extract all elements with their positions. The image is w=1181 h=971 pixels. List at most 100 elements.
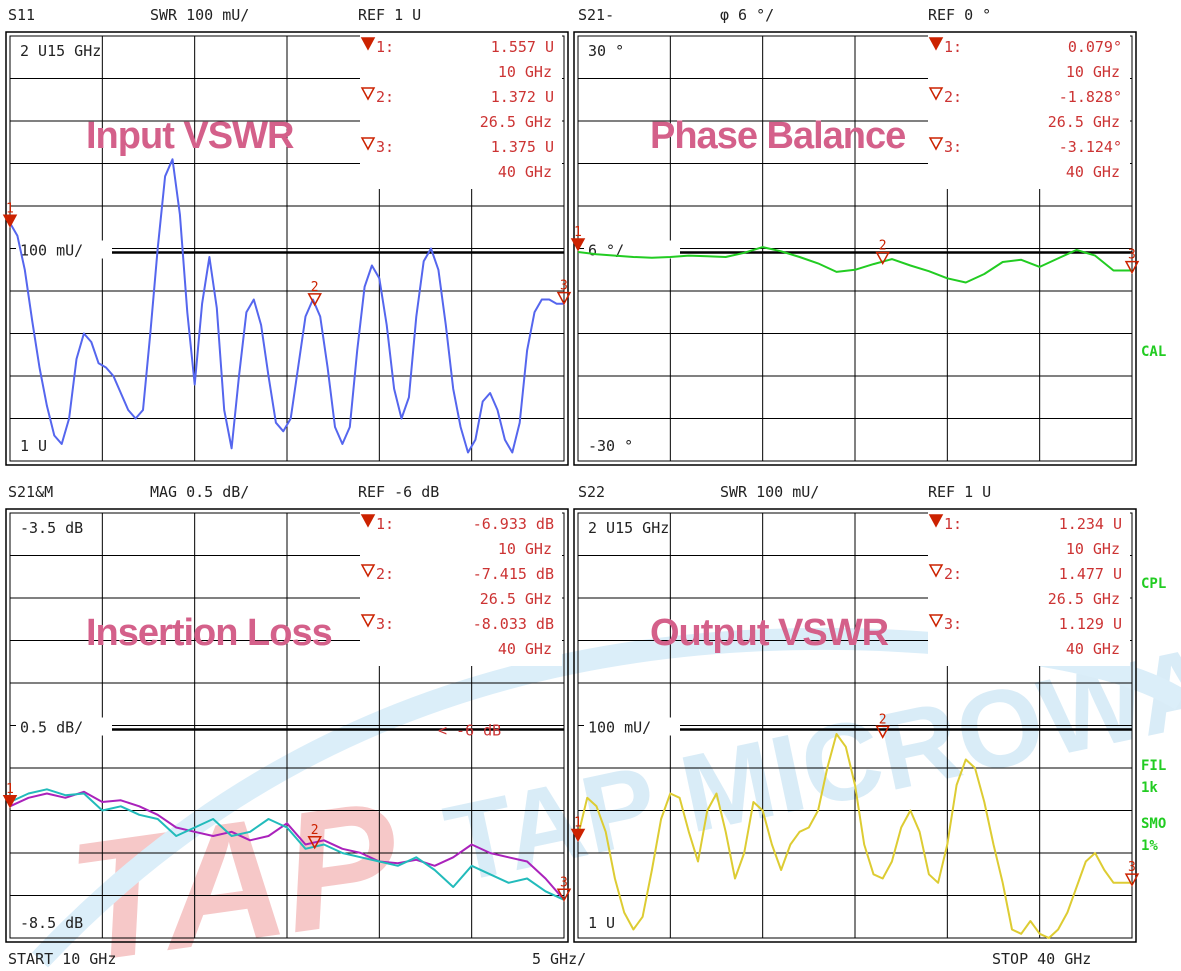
top-scale-label: 2 U15 GHz bbox=[20, 42, 101, 60]
trace-marker-number-3: 3 bbox=[1128, 248, 1136, 263]
trace-marker-2 bbox=[307, 293, 322, 307]
marker-readout-label-1: 1: bbox=[376, 515, 394, 533]
chart-title: Input VSWR bbox=[86, 115, 294, 157]
top-scale-label: -3.5 dB bbox=[20, 519, 83, 537]
marker-readout-frequency-2: 26.5 GHz bbox=[480, 113, 552, 131]
marker-readout-value-2: -1.828° bbox=[1059, 88, 1122, 106]
marker-readout-value-2: -7.415 dB bbox=[473, 565, 554, 583]
trace-marker-number-1: 1 bbox=[574, 816, 582, 831]
marker-readout-value-1: 1.557 U bbox=[491, 38, 554, 56]
marker-readout-icon-3 bbox=[360, 137, 376, 151]
ref-label-bg bbox=[16, 717, 112, 736]
panel-frame bbox=[5, 508, 569, 943]
marker-readout-frequency-3: 40 GHz bbox=[1066, 163, 1120, 181]
panel-header-ref: REF 0 ° bbox=[928, 6, 991, 24]
panel-header-format: SWR 100 mU/ bbox=[150, 6, 249, 24]
panel-3: S21&M MAG 0.5 dB/REF -6 dB -3.5 dB -8.5 dB 0… bbox=[2, 483, 572, 943]
readout-background bbox=[360, 34, 562, 189]
marker-readout-icon-1 bbox=[928, 37, 944, 51]
trace-marker-number-2: 2 bbox=[879, 712, 887, 727]
panel-header-format: MAG 0.5 dB/ bbox=[150, 483, 249, 501]
marker-readout-value-1: -6.933 dB bbox=[473, 515, 554, 533]
top-scale-label: 30 ° bbox=[588, 42, 624, 60]
marker-readout-value-3: -8.033 dB bbox=[473, 615, 554, 633]
panel-header-param: S22 bbox=[578, 483, 605, 501]
trace-marker-number-1: 1 bbox=[6, 201, 14, 216]
panel-header-param: S21&M bbox=[8, 483, 53, 501]
trace-marker-2 bbox=[307, 836, 322, 850]
bottom-scale-label: -8.5 dB bbox=[20, 914, 83, 932]
panel-header-ref: REF -6 dB bbox=[358, 483, 439, 501]
stop-frequency-label: STOP 40 GHz bbox=[992, 950, 1091, 968]
panel-header-param: S21- bbox=[578, 6, 614, 24]
marker-readout-icon-2 bbox=[928, 87, 944, 101]
panel-1: S11 SWR 100 mU/REF 1 U 2 U15 GHz 1 U 100 mU/… bbox=[2, 6, 572, 466]
trace-marker-1 bbox=[2, 795, 18, 809]
trace-marker-number-1: 1 bbox=[574, 225, 582, 240]
panel-header-ref: REF 1 U bbox=[358, 6, 421, 24]
side-label-cpl: CPL bbox=[1141, 576, 1166, 592]
trace-1 bbox=[9, 790, 565, 901]
panel-frame bbox=[573, 31, 1137, 466]
chart-title: Insertion Loss bbox=[86, 612, 332, 654]
trace-1 bbox=[577, 246, 1132, 284]
marker-readout-label-1: 1: bbox=[376, 38, 394, 56]
marker-readout-value-2: 1.372 U bbox=[491, 88, 554, 106]
reference-scale-label: 100 mU/ bbox=[20, 242, 83, 260]
marker-readout-value-1: 0.079° bbox=[1068, 38, 1122, 56]
trace-marker-number-1: 1 bbox=[6, 782, 14, 797]
ref-label-bg bbox=[584, 717, 680, 736]
marker-readout-label-2: 2: bbox=[376, 88, 394, 106]
trace-marker-1 bbox=[570, 238, 586, 252]
side-label-smo: SMO bbox=[1141, 816, 1166, 832]
ref-label-bg bbox=[584, 240, 680, 259]
trace-marker-number-3: 3 bbox=[560, 279, 568, 294]
trace-1 bbox=[9, 158, 564, 454]
marker-readout-label-1: 1: bbox=[944, 515, 962, 533]
side-label-1k: 1k bbox=[1141, 780, 1158, 796]
bottom-scale-label: 1 U bbox=[20, 437, 47, 455]
marker-readout-label-3: 3: bbox=[376, 615, 394, 633]
trace-marker-3 bbox=[556, 888, 572, 902]
marker-readout-frequency-3: 40 GHz bbox=[498, 640, 552, 658]
marker-readout-frequency-1: 10 GHz bbox=[498, 540, 552, 558]
side-label-fil: FIL bbox=[1141, 758, 1166, 774]
division-label: 5 GHz/ bbox=[532, 950, 586, 968]
marker-readout-icon-2 bbox=[360, 564, 376, 578]
marker-readout-frequency-2: 26.5 GHz bbox=[1048, 590, 1120, 608]
trace-marker-number-2: 2 bbox=[311, 280, 319, 295]
reference-scale-label: 0.5 dB/ bbox=[20, 719, 83, 737]
marker-readout-icon-2 bbox=[928, 564, 944, 578]
chart-title: Output VSWR bbox=[650, 612, 889, 654]
marker-readout-value-2: 1.477 U bbox=[1059, 565, 1122, 583]
panel-frame bbox=[5, 31, 569, 466]
readout-background bbox=[360, 511, 562, 666]
marker-readout-frequency-3: 40 GHz bbox=[1066, 640, 1120, 658]
marker-readout-label-3: 3: bbox=[944, 138, 962, 156]
marker-readout-value-3: -3.124° bbox=[1059, 138, 1122, 156]
marker-readout-frequency-3: 40 GHz bbox=[498, 163, 552, 181]
marker-readout-frequency-2: 26.5 GHz bbox=[480, 590, 552, 608]
start-frequency-label: START 10 GHz bbox=[8, 950, 116, 968]
trace-marker-number-3: 3 bbox=[560, 875, 568, 890]
marker-readout-label-2: 2: bbox=[944, 565, 962, 583]
footer: START 10 GHz 5 GHz/ STOP 40 GHz bbox=[8, 950, 1091, 968]
panel-header-param: S11 bbox=[8, 6, 35, 24]
marker-readout-icon-1 bbox=[360, 37, 376, 51]
side-labels: CAL CPL FIL 1k SMO 1% bbox=[1141, 344, 1166, 854]
marker-readout-icon-3 bbox=[928, 137, 944, 151]
side-label-1: 1% bbox=[1141, 838, 1158, 854]
trace-marker-3 bbox=[556, 291, 572, 306]
marker-readout-icon-1 bbox=[360, 514, 376, 528]
panel-frame bbox=[573, 508, 1137, 943]
marker-readout-icon-1 bbox=[928, 514, 944, 528]
trace-marker-number-2: 2 bbox=[311, 823, 319, 838]
marker-readout-frequency-1: 10 GHz bbox=[1066, 540, 1120, 558]
panel-2: S21- φ 6 °/REF 0 °30 °-30 °6 °/1: 0.079°10… bbox=[570, 6, 1140, 466]
marker-readout-frequency-1: 10 GHz bbox=[1066, 63, 1120, 81]
panel-header-format: φ 6 °/ bbox=[720, 6, 774, 24]
trace-marker-1 bbox=[2, 214, 18, 228]
trace-2 bbox=[9, 788, 565, 901]
marker-readout-value-1: 1.234 U bbox=[1059, 515, 1122, 533]
